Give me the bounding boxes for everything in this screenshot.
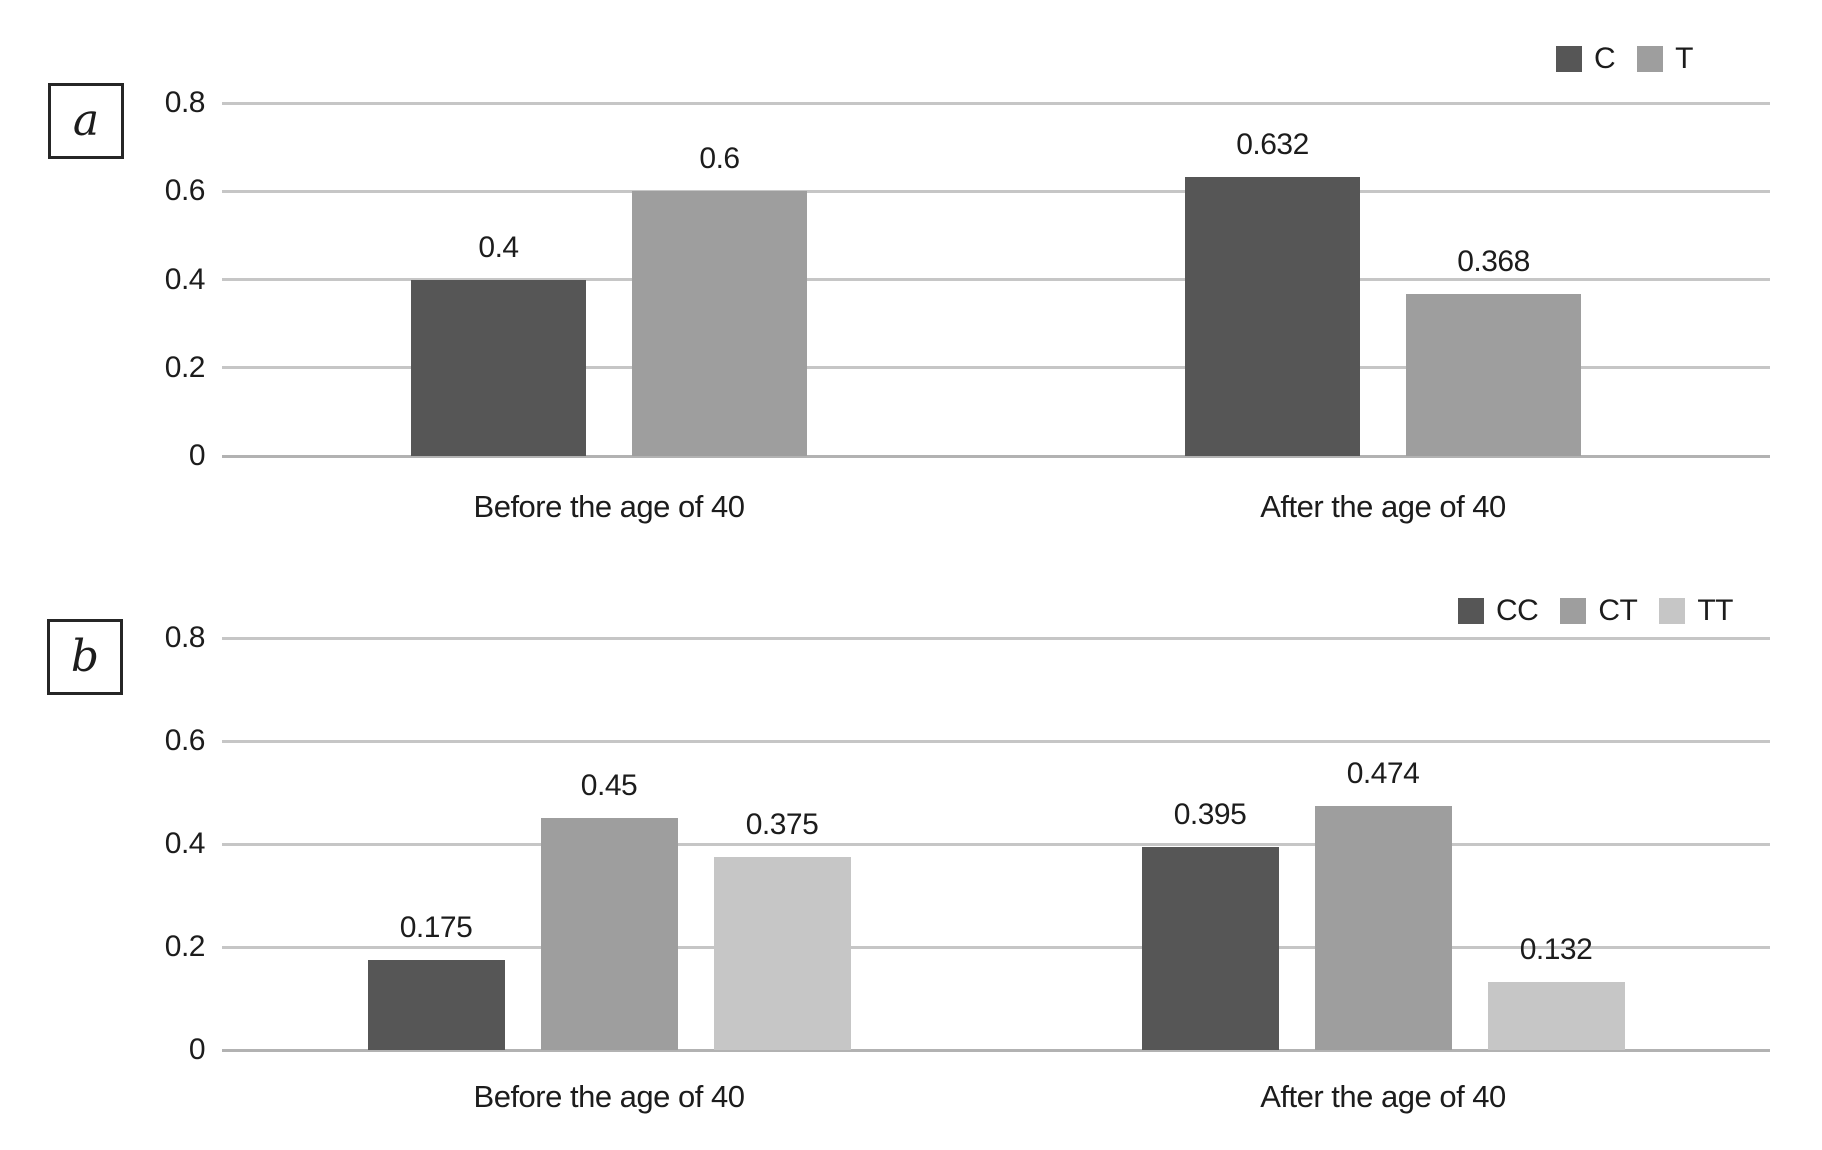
panel-label-a: a bbox=[72, 95, 100, 146]
bar-b-cc-1 bbox=[1141, 846, 1279, 1050]
x-category-label: After the age of 40 bbox=[1260, 1079, 1506, 1114]
legend-item-c: C bbox=[1556, 42, 1616, 76]
legend-label: TT bbox=[1697, 594, 1733, 627]
y-tick-label: 0.8 bbox=[164, 621, 206, 654]
legend-item-cc: CC bbox=[1458, 594, 1539, 628]
legend-swatch-icon bbox=[1637, 46, 1664, 72]
gridline bbox=[222, 101, 1770, 105]
y-tick-label: 0.8 bbox=[164, 86, 206, 119]
y-tick-label: 0.6 bbox=[164, 174, 206, 208]
gridline bbox=[222, 278, 1770, 281]
legend-swatch-icon bbox=[1556, 46, 1582, 72]
bar-value-label: 0.45 bbox=[580, 769, 638, 803]
legend-label: C bbox=[1594, 42, 1616, 75]
legend-swatch-icon bbox=[1458, 598, 1484, 624]
gridline bbox=[222, 189, 1770, 193]
bar-value-label: 0.395 bbox=[1173, 797, 1247, 831]
legend-swatch-icon bbox=[1659, 598, 1686, 624]
y-tick-label: 0.4 bbox=[164, 262, 206, 296]
bar-a-t-1 bbox=[1406, 293, 1581, 456]
bar-b-tt-1 bbox=[1487, 982, 1625, 1050]
bar-value-label: 0.368 bbox=[1457, 244, 1530, 278]
y-tick-label: 0.6 bbox=[164, 724, 206, 757]
bar-b-cc-0 bbox=[367, 959, 505, 1050]
legend-item-tt: TT bbox=[1659, 594, 1733, 628]
bar-b-ct-1 bbox=[1314, 805, 1452, 1050]
gridline bbox=[222, 945, 1770, 949]
legend-label: T bbox=[1675, 42, 1693, 75]
x-axis-line bbox=[222, 1048, 1770, 1052]
bar-value-label: 0.6 bbox=[699, 142, 740, 176]
bar-value-label: 0.632 bbox=[1236, 128, 1309, 162]
bar-value-label: 0.474 bbox=[1346, 756, 1420, 790]
bar-value-label: 0.375 bbox=[745, 807, 819, 841]
panel-label-b-box: b bbox=[47, 619, 123, 695]
bar-value-label: 0.4 bbox=[478, 230, 519, 264]
legend: CC CT TT bbox=[1458, 594, 1733, 628]
x-axis-line bbox=[222, 454, 1770, 458]
bar-a-c-1 bbox=[1185, 177, 1360, 456]
gridline bbox=[222, 366, 1770, 370]
x-category-label: After the age of 40 bbox=[1260, 489, 1506, 524]
bar-a-c-0 bbox=[411, 279, 586, 456]
legend-label: CT bbox=[1598, 594, 1638, 627]
panel-label-a-box: a bbox=[48, 83, 124, 159]
y-tick-label: 0.2 bbox=[164, 350, 206, 384]
gridline bbox=[222, 636, 1770, 640]
bar-value-label: 0.175 bbox=[399, 910, 473, 944]
gridline bbox=[222, 739, 1770, 743]
y-tick-label: 0 bbox=[188, 1033, 206, 1066]
legend-label: CC bbox=[1496, 594, 1539, 627]
bar-value-label: 0.132 bbox=[1519, 933, 1593, 967]
bar-b-ct-0 bbox=[540, 818, 678, 1050]
bar-b-tt-0 bbox=[713, 856, 851, 1050]
x-category-label: Before the age of 40 bbox=[473, 489, 745, 524]
panel-label-b: b bbox=[70, 631, 100, 682]
y-tick-label: 0 bbox=[188, 439, 206, 472]
bar-a-t-0 bbox=[632, 191, 807, 456]
legend-item-ct: CT bbox=[1560, 594, 1638, 628]
x-category-label: Before the age of 40 bbox=[473, 1079, 745, 1114]
legend-item-t: T bbox=[1637, 42, 1693, 76]
gridline bbox=[222, 842, 1770, 846]
y-tick-label: 0.2 bbox=[164, 930, 206, 963]
y-tick-label: 0.4 bbox=[164, 827, 206, 860]
legend-swatch-icon bbox=[1560, 598, 1587, 624]
